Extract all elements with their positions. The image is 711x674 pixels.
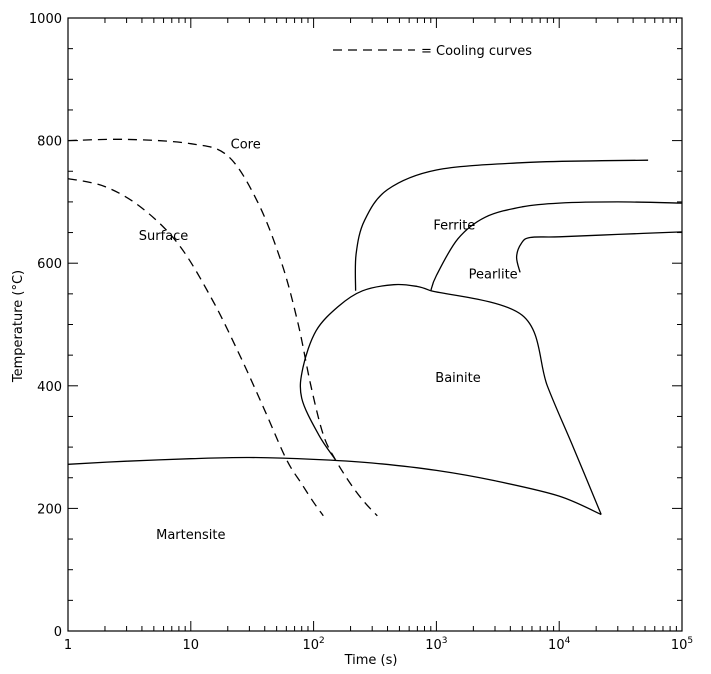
pearlite-start-curve xyxy=(430,201,683,292)
y-axis-title: Temperature (°C) xyxy=(11,270,26,383)
legend-text: = Cooling curves xyxy=(421,44,532,59)
y-tick-label: 600 xyxy=(37,257,62,272)
x-tick-label: 103 xyxy=(425,636,447,653)
y-tick-label: 400 xyxy=(37,380,62,395)
bainite-finish-curve xyxy=(430,290,602,515)
x-tick-label: 1 xyxy=(64,638,72,653)
region-label-ferrite: Ferrite xyxy=(433,218,475,233)
y-tick-label: 800 xyxy=(37,135,62,150)
pearlite-finish-curve xyxy=(515,231,683,273)
y-tick-label: 1000 xyxy=(29,12,62,27)
y-tick-label: 200 xyxy=(37,502,62,517)
x-axis-ticks: 1 10 102 103 104 105 xyxy=(64,18,693,653)
region-label-martensite: Martensite xyxy=(156,528,225,543)
ferrite-start-curve xyxy=(354,159,649,291)
region-label-bainite: Bainite xyxy=(435,371,480,386)
region-label-surface: Surface xyxy=(139,229,189,244)
y-axis-ticks: 0 200 400 600 800 1000 xyxy=(29,12,682,640)
region-label-core: Core xyxy=(231,138,261,153)
x-axis-title: Time (s) xyxy=(344,653,398,668)
region-label-pearlite: Pearlite xyxy=(469,268,518,283)
x-tick-label: 10 xyxy=(183,638,200,653)
surface-cooling-curve xyxy=(67,177,324,517)
region-labels: Core Surface Ferrite Pearlite Bainite Martens… xyxy=(139,138,518,543)
x-tick-label: 104 xyxy=(548,636,571,653)
martensite-start-curve xyxy=(67,456,602,516)
bainite-nose-curve xyxy=(299,283,432,460)
x-tick-label: 102 xyxy=(302,636,324,653)
core-cooling-curve xyxy=(67,138,378,517)
x-tick-label: 105 xyxy=(671,636,693,653)
legend: = Cooling curves xyxy=(333,44,532,59)
cooling-and-transformation-curves xyxy=(67,138,683,517)
y-tick-label: 0 xyxy=(54,625,62,640)
